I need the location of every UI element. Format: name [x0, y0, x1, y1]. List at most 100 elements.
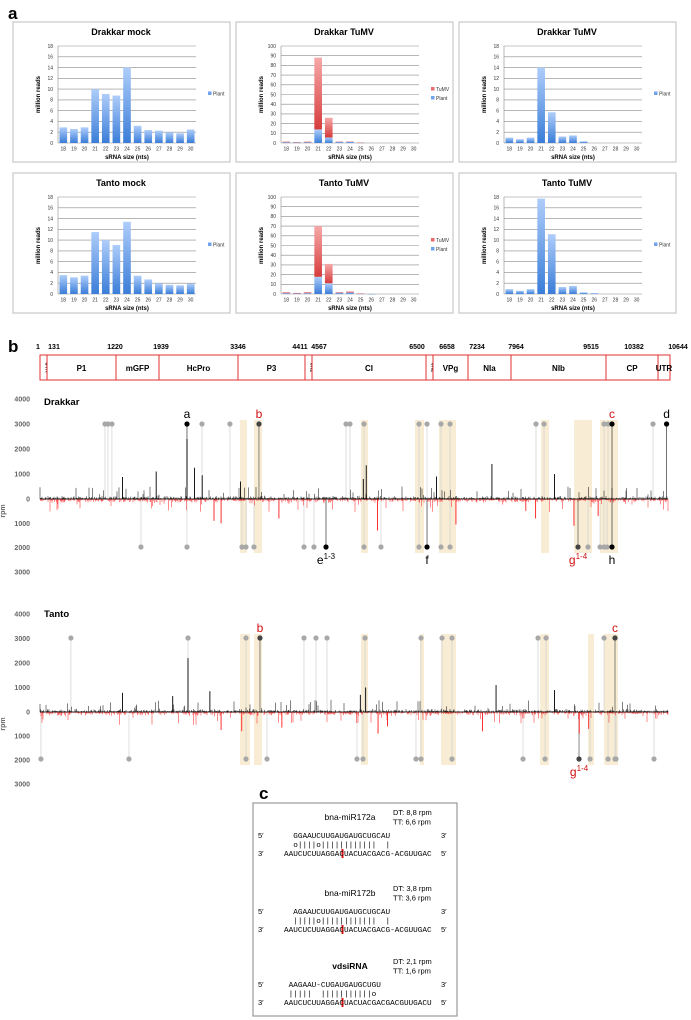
y-tick-label: 2	[50, 281, 53, 287]
y-tick-label: 2000	[14, 545, 30, 552]
target-site-marker	[301, 635, 307, 641]
chart-title: Drakkar TuMV	[537, 27, 597, 37]
y-tick-label: 8	[496, 98, 499, 104]
chart-frame	[458, 21, 677, 163]
legend-swatch	[208, 91, 212, 95]
three-prime-label: 3′	[441, 831, 447, 840]
y-tick-label: 10	[270, 282, 276, 288]
five-prime-label: 5′	[258, 907, 264, 916]
legend-label: TuMV	[436, 238, 450, 244]
genome-map: 1 131 1220 1939 3346 4411 4567 6500 6658 7234 7964…	[36, 344, 688, 381]
target-site-marker	[576, 756, 582, 762]
target-site-marker	[413, 756, 419, 762]
target-sequence: AAUCUCUUAGGACUACUACGACG-ACGUUGAC	[284, 927, 432, 935]
x-tick-label: 29	[623, 147, 629, 153]
bar-plant	[165, 132, 174, 143]
x-tick-label: 21	[315, 298, 321, 304]
genome-position-label: 10644	[668, 344, 688, 351]
bar-plant	[314, 276, 322, 294]
x-tick-label: 20	[528, 147, 534, 153]
legend-swatch	[431, 87, 435, 91]
bar-chart: Drakkar TuMV 0 10 20 30 40 50 60 70 80 90 100 18 19 20…	[235, 21, 454, 163]
target-site-marker	[609, 421, 615, 427]
bar-plant	[282, 142, 291, 143]
chart-title: Tanto mock	[96, 178, 147, 188]
bar-plant	[91, 232, 99, 294]
genome-segment-label: P1	[77, 364, 87, 373]
target-site-marker	[243, 635, 249, 641]
y-tick-label: 18	[47, 44, 53, 50]
y-tick-label: 14	[47, 216, 53, 222]
y-tick-label: 4	[496, 270, 499, 276]
x-tick-label: 21	[538, 147, 544, 153]
chart-title: Tanto TuMV	[319, 178, 369, 188]
x-tick-label: 23	[114, 298, 120, 304]
bar-plant	[516, 290, 524, 294]
y-axis-title: million reads	[259, 75, 265, 113]
target-site-marker	[105, 421, 111, 427]
x-tick-label: 19	[517, 298, 523, 304]
target-site-marker	[126, 756, 132, 762]
x-tick-label: 30	[411, 147, 417, 153]
bar-plant	[176, 285, 184, 294]
genome-segment-label: NIa	[483, 364, 496, 373]
genome-segment	[158, 354, 239, 381]
target-site-marker	[612, 635, 618, 641]
x-tick-label: 25	[358, 298, 364, 304]
target-site-marker	[541, 421, 547, 427]
y-tick-label: 30	[270, 112, 276, 118]
highlight-band	[360, 420, 369, 553]
bar-plant	[335, 292, 344, 294]
legend-label: Plant	[659, 242, 671, 248]
target-site-marker	[361, 544, 367, 550]
highlight-band	[419, 634, 425, 765]
x-tick-label: 24	[124, 298, 130, 304]
x-tick-label: 25	[135, 298, 141, 304]
x-axis-title: sRNA size (nts)	[105, 155, 149, 161]
bar-plant	[569, 135, 577, 143]
y-tick-label: 2	[50, 130, 53, 136]
genome-position-label: 10382	[624, 344, 644, 351]
x-tick-label: 18	[507, 147, 513, 153]
genome-segment-label: NIb	[552, 364, 565, 373]
coverage-profile-tanto: Tanto 4000 3000 2000 1000 0 1000 2000 3000 rpm b c g…	[0, 609, 669, 789]
x-tick-label: 26	[145, 298, 151, 304]
y-tick-label: 2000	[14, 758, 30, 765]
bar-plant	[282, 293, 291, 294]
x-tick-label: 27	[602, 147, 608, 153]
y-axis-title: rpm	[0, 504, 7, 517]
bar-tumv	[303, 141, 312, 143]
bar-plant	[112, 244, 121, 294]
small-rna-sequence: AAGAAU-CUGAUGAUGCUGU	[284, 982, 381, 990]
bar-plant	[155, 283, 163, 294]
small-rna-name: bna-miR172b	[324, 888, 375, 898]
x-tick-label: 23	[337, 298, 343, 304]
target-site-marker	[184, 544, 190, 550]
genome-position-label: 9515	[583, 344, 599, 351]
x-tick-label: 26	[591, 147, 597, 153]
target-site-label: c	[609, 407, 615, 421]
bar-plant	[133, 125, 142, 143]
target-site-marker	[609, 544, 615, 550]
genome-position-label: 7234	[469, 344, 485, 351]
target-site-marker	[601, 635, 607, 641]
bar-plant	[314, 129, 322, 143]
target-site-marker	[439, 635, 445, 641]
y-axis-title: million reads	[259, 226, 265, 264]
genome-segment	[467, 354, 512, 381]
y-tick-label: 70	[270, 73, 276, 79]
target-site-marker	[449, 635, 455, 641]
genome-position-label: 1939	[153, 344, 169, 351]
y-tick-label: 20	[270, 272, 276, 278]
coverage-profiles: Drakkar 4000 3000 2000 1000 0 1000 2000 3000 rpm a…	[0, 397, 670, 789]
x-tick-label: 30	[634, 147, 640, 153]
genome-segment	[657, 354, 671, 381]
bar-chart: Tanto TuMV 0 10 20 30 40 50 60 70 80 90 100 18 19 20 21…	[235, 172, 454, 314]
bar-tumv	[303, 292, 312, 294]
y-tick-label: 10	[270, 131, 276, 137]
tanto-rpm: TT: 1,6 rpm	[393, 967, 431, 976]
bar-plant	[303, 293, 312, 294]
